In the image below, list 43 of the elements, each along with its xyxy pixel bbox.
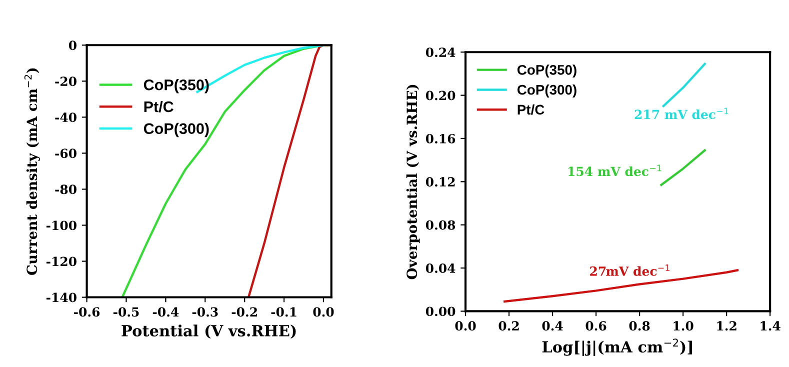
y-tick-label: -60 [55,148,76,158]
legend-label: Pt/C [518,104,544,115]
x-tick-label: 1.4 [760,321,780,331]
y-tick-label: 0.16 [426,134,456,144]
x-tick-label: -0.1 [271,307,296,317]
legend-label: Pt/C [144,100,174,112]
x-tick-label: 0.0 [455,321,476,331]
y-tick-label: -20 [55,76,76,86]
legend-label: CoP(300) [144,122,209,138]
y-tick-label: 0.00 [426,306,456,316]
x-tick-label: 0.2 [498,321,519,331]
y-tick-label: 0 [68,40,76,50]
x-tick-label: 0.0 [313,307,334,317]
x-axis-title: Potential (V vs.RHE) [122,324,296,339]
y-tick-label: 0.08 [426,220,456,230]
annotation: 154 mV dec$^{−1}$ [568,164,662,176]
y-tick-label: 0.20 [426,90,456,100]
x-tick-label: -0.2 [232,307,257,317]
y-tick-label: 0.24 [426,48,456,58]
y-axis-title: Current density (mA cm$^{−2}$) [24,68,40,275]
x-tick-label: -0.4 [152,307,179,317]
x-tick-label: 1.2 [717,321,736,331]
y-tick-label: -40 [55,112,76,122]
legend-label: CoP(350) [517,64,576,78]
legend-label: CoP(300) [517,84,576,98]
x-tick-label: -0.6 [74,307,100,317]
x-tick-label: -0.5 [113,307,139,317]
annotation: 27mV dec$^{−1}$ [590,264,670,276]
x-axis-title: Log[|j|(mA cm$^{−2}$)] [542,338,692,356]
legend-label: CoP(350) [144,79,209,94]
y-tick-label: -140 [46,292,76,302]
y-tick-label: 0.12 [426,177,455,187]
annotation: 217 mV dec$^{−1}$ [634,108,728,120]
y-tick-label: -80 [55,184,76,194]
x-tick-label: -0.3 [192,307,218,317]
x-tick-label: 0.4 [542,321,563,331]
y-tick-label: 0.04 [426,264,456,273]
y-axis-title: Overpotential (V vs.RHE) [406,84,420,280]
y-tick-label: -120 [46,256,76,266]
y-tick-label: -100 [46,220,76,230]
x-tick-label: 0.6 [586,321,606,331]
x-tick-label: 0.8 [629,321,650,331]
x-tick-label: 1.0 [674,321,694,331]
